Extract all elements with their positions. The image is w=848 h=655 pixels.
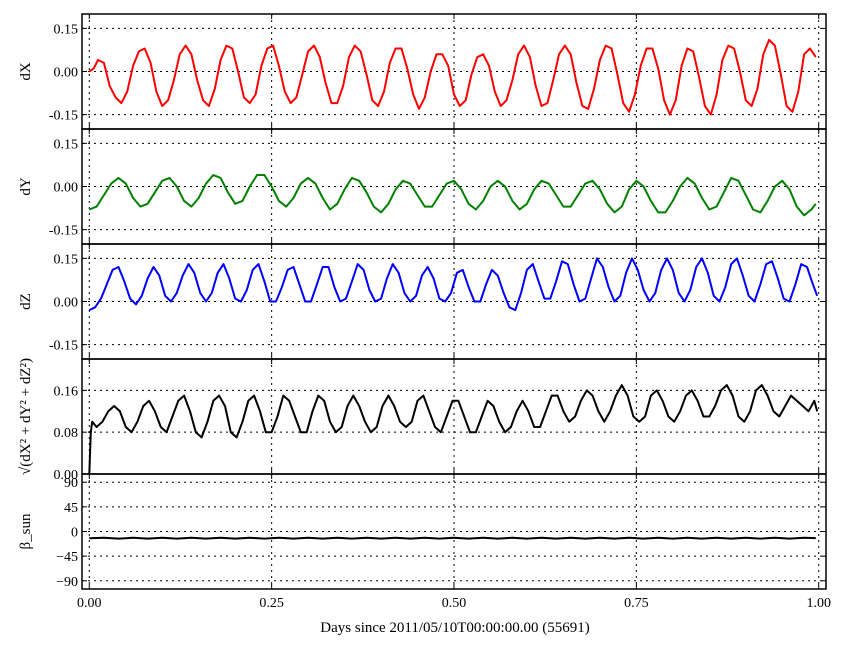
xtick-label-1: 0.25 [259, 596, 284, 611]
xtick-label-0: 0.00 [77, 596, 102, 611]
ytick-label-dmag-1: 0.08 [54, 426, 79, 441]
ylabel-dy: dY [18, 177, 34, 196]
series-line-dz [88, 257, 819, 312]
ytick-label-dx-2: 0.15 [54, 22, 79, 37]
ylabel-beta: β_sun [18, 513, 34, 549]
ytick-label-dz-0: -0.15 [49, 339, 78, 354]
xtick-label-2: 0.50 [442, 596, 467, 611]
panel-beta: −90 −45 0 45 90 β_sun [18, 473, 827, 590]
ytick-label-dz-2: 0.15 [54, 252, 79, 267]
ytick-label-beta-4: 90 [64, 476, 78, 491]
ytick-label-beta-0: −90 [56, 575, 78, 590]
ytick-label-dx-0: -0.15 [49, 109, 78, 124]
panel-frame-beta [81, 473, 827, 590]
panels-layer: -0.150.000.15dX-0.150.000.15dY-0.150.000… [18, 13, 831, 611]
xtick-label-3: 0.75 [624, 596, 649, 611]
ytick-label-beta-1: −45 [56, 550, 78, 565]
xtick-label-4: 1.00 [806, 596, 831, 611]
panel-dz: -0.15 0.00 0.15 dZ [18, 243, 827, 360]
ytick-label-beta-3: 45 [64, 501, 78, 516]
ytick-label-dmag-0: 0.00 [54, 468, 79, 483]
series-line-beta [89, 536, 816, 540]
ytick-label-dy-1: 0.00 [54, 181, 79, 196]
ytick-label-dmag-2: 0.16 [54, 384, 79, 399]
panel-dmag: 0.00 0.08 0.16 √(dX² + dY² + dZ²) [18, 358, 827, 483]
ylabel-dz: dZ [18, 293, 34, 310]
series-line-dy [88, 174, 817, 217]
series-line-dmag [88, 384, 819, 475]
ytick-label-dx-1: 0.00 [54, 66, 79, 81]
ytick-label-dy-0: -0.15 [49, 224, 78, 239]
ytick-label-dy-2: 0.15 [54, 137, 79, 152]
ytick-label-beta-2: 0 [71, 526, 78, 541]
ytick-label-dz-1: 0.00 [54, 296, 79, 311]
series-line-dx [88, 38, 817, 116]
panel-dy: -0.15 0.00 0.15 dY [18, 128, 827, 245]
panel-dx: -0.15 0.00 0.15 dX [18, 13, 827, 130]
ylabel-dmag: √(dX² + dY² + dZ²) [18, 358, 34, 475]
x-axis-label: Days since 2011/05/10T00:00:00.00 (55691… [320, 620, 589, 636]
ylabel-dx: dX [18, 62, 34, 81]
